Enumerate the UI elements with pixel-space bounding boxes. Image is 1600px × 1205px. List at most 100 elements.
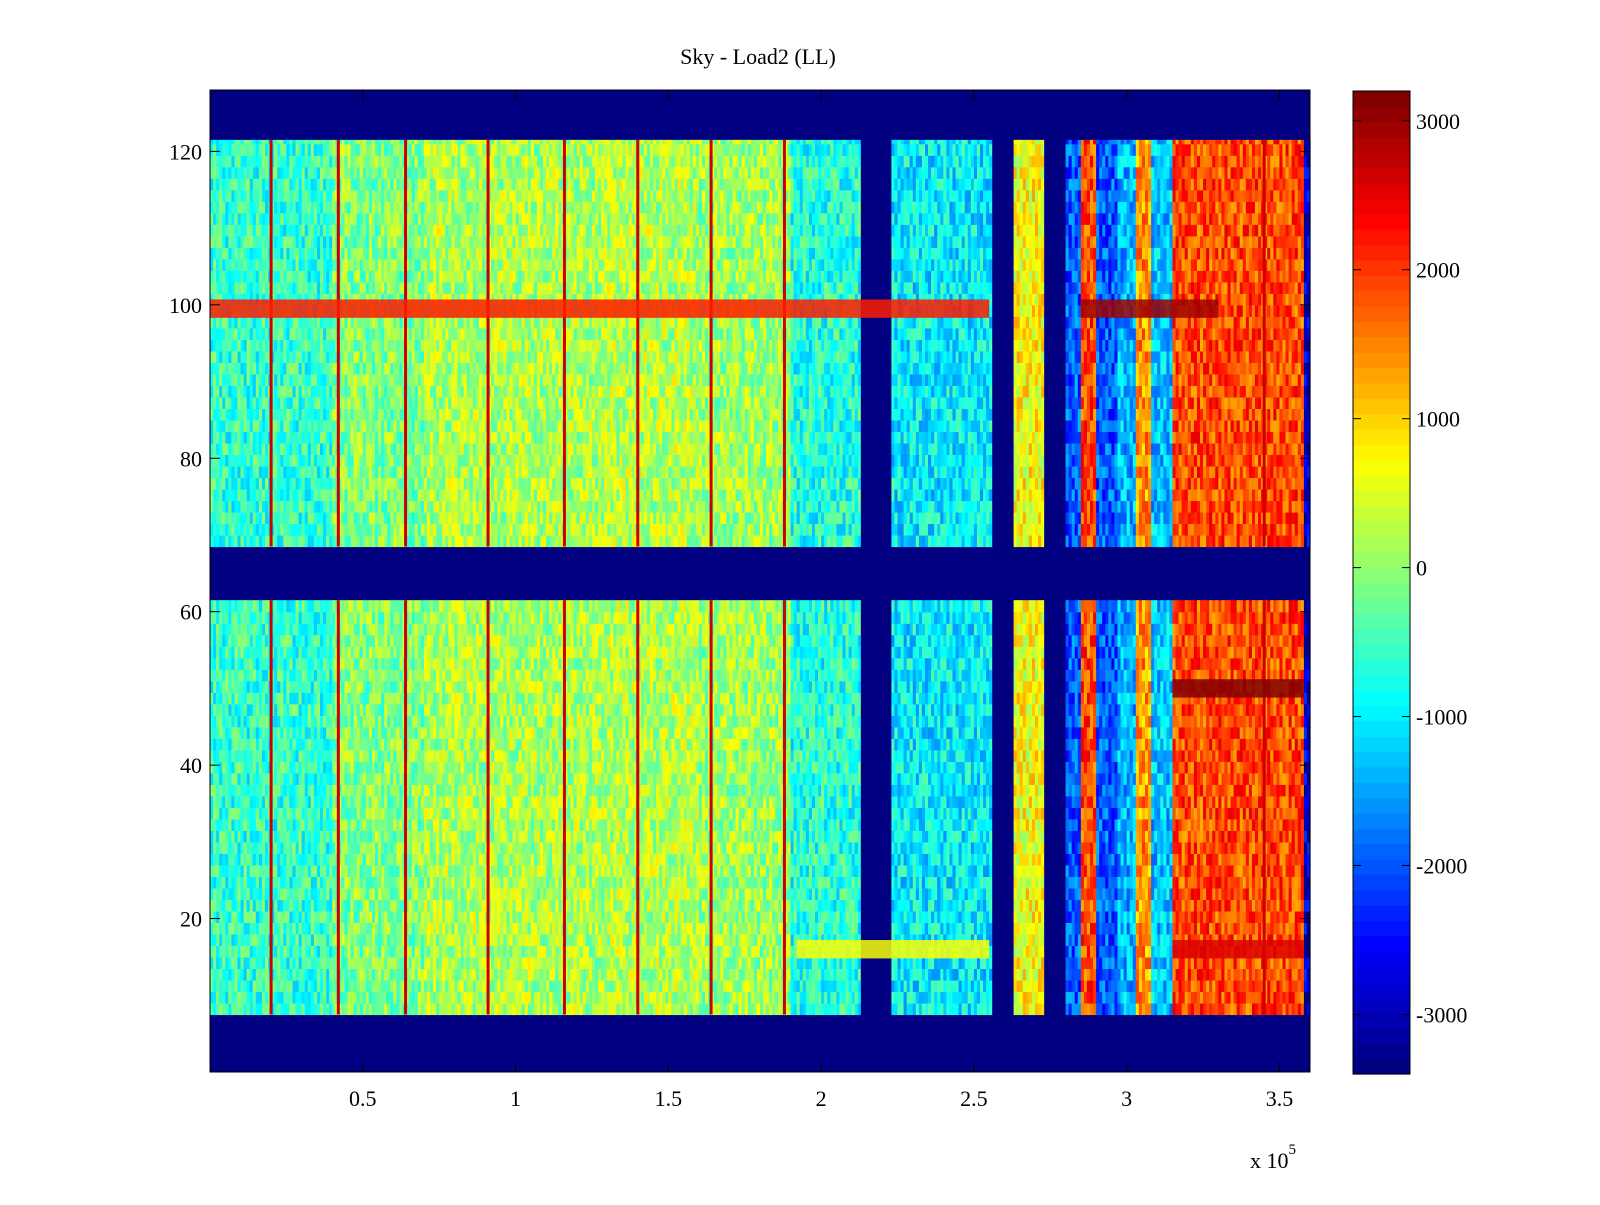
heatmap-cell (723, 945, 727, 958)
heatmap-cell (842, 979, 847, 993)
heatmap-cell (1035, 922, 1039, 935)
heatmap-cell (350, 1002, 355, 1016)
heatmap-cell (423, 933, 428, 947)
heatmap-cell (552, 1002, 556, 1016)
heatmap-cell (445, 933, 449, 947)
heatmap-cell (643, 991, 648, 1004)
heatmap-cell (1080, 968, 1085, 981)
heatmap-cell (683, 968, 688, 981)
heatmap-cell (1071, 1002, 1076, 1016)
heatmap-cell (494, 910, 498, 923)
heatmap-cell (1145, 945, 1149, 958)
heatmap-cell (613, 991, 617, 1004)
heatmap-cell (964, 910, 969, 923)
heatmap-cell (848, 979, 853, 993)
heatmap-cell (414, 899, 419, 912)
heatmap-cell (763, 910, 767, 923)
heatmap-cell (811, 933, 816, 947)
heatmap-cell (998, 899, 1002, 912)
heatmap-cell (585, 968, 590, 981)
heatmap-cell (1108, 887, 1112, 900)
heatmap-cell (744, 979, 749, 993)
heatmap-cell (753, 899, 758, 912)
heatmap-cell (595, 887, 599, 900)
heatmap-cell (775, 945, 779, 958)
heatmap-cell (234, 1002, 239, 1016)
heatmap-cell (616, 991, 621, 1004)
heatmap-cell (885, 933, 889, 947)
heatmap-cell (1102, 991, 1106, 1004)
heatmap-cell (906, 899, 911, 912)
heatmap-cell (659, 933, 663, 947)
heatmap-cell (870, 968, 874, 981)
heatmap-cell (726, 933, 731, 947)
heatmap-cell (973, 910, 978, 923)
heatmap-cell (1233, 922, 1238, 935)
heatmap-cell (246, 991, 251, 1004)
heatmap-cell (408, 933, 413, 947)
heatmap-cell (228, 991, 232, 1004)
heatmap-cell (750, 899, 755, 912)
heatmap-cell (1236, 922, 1241, 935)
heatmap-cell (1044, 945, 1048, 958)
heatmap-cell (387, 945, 391, 958)
heatmap-cell (692, 945, 697, 958)
heatmap-cell (686, 887, 691, 900)
heatmap-cell (665, 1002, 669, 1016)
heatmap-cell (604, 922, 608, 935)
heatmap-cell (280, 956, 284, 970)
heatmap-cell (347, 887, 352, 900)
heatmap-cell (546, 910, 550, 923)
heatmap-cell (811, 968, 816, 981)
heatmap-cell (326, 968, 330, 981)
heatmap-cell (546, 1002, 550, 1016)
heatmap-cell (530, 922, 535, 935)
heatmap-cell (646, 1002, 651, 1016)
heatmap-cell (876, 956, 880, 970)
heatmap-cell (1025, 968, 1030, 981)
heatmap-cell (1038, 968, 1042, 981)
heatmap-cell (918, 910, 923, 923)
heatmap-cell (506, 956, 511, 970)
heatmap-cell (701, 991, 706, 1004)
heatmap-cell (338, 933, 342, 947)
heatmap-cell (1105, 945, 1109, 958)
heatmap-cell (772, 1002, 776, 1016)
heatmap-cell (912, 991, 917, 1004)
heatmap-cell (408, 887, 413, 900)
heatmap-cell (488, 899, 492, 912)
heatmap-cell (1016, 968, 1021, 981)
heatmap-cell (1086, 922, 1091, 935)
heatmap-cell (766, 979, 770, 993)
heatmap-cell (323, 899, 327, 912)
heatmap-cell (714, 1002, 718, 1016)
heatmap-cell (744, 956, 749, 970)
heatmap-cell (677, 887, 682, 900)
heatmap-cell (738, 922, 743, 935)
heatmap-cell (711, 968, 715, 981)
heatmap-cell (323, 876, 327, 889)
heatmap-cell (1145, 968, 1149, 981)
heatmap-cell (787, 910, 792, 923)
heatmap-cell (668, 979, 672, 993)
heatmap-cell (769, 887, 773, 900)
heatmap-cell (1273, 968, 1277, 981)
heatmap-cell (1083, 887, 1088, 900)
heatmap-cell (1221, 887, 1226, 900)
heatmap-cell (1239, 968, 1244, 981)
heatmap-cell (955, 979, 960, 993)
heatmap-cell (1203, 979, 1207, 993)
heatmap-cell (1291, 910, 1296, 923)
heatmap-cell (793, 899, 798, 912)
heatmap-cell (1264, 922, 1268, 935)
heatmap-cell (1169, 991, 1174, 1004)
heatmap-cell (433, 899, 437, 912)
heatmap-cell (448, 956, 452, 970)
heatmap-cell (524, 933, 529, 947)
heatmap-cell (738, 991, 743, 1004)
heatmap-cell (1291, 933, 1296, 947)
heatmap-cell (1193, 899, 1198, 912)
heatmap-cell (1138, 956, 1143, 970)
heatmap-cell (329, 979, 333, 993)
heatmap-cell (304, 979, 309, 993)
